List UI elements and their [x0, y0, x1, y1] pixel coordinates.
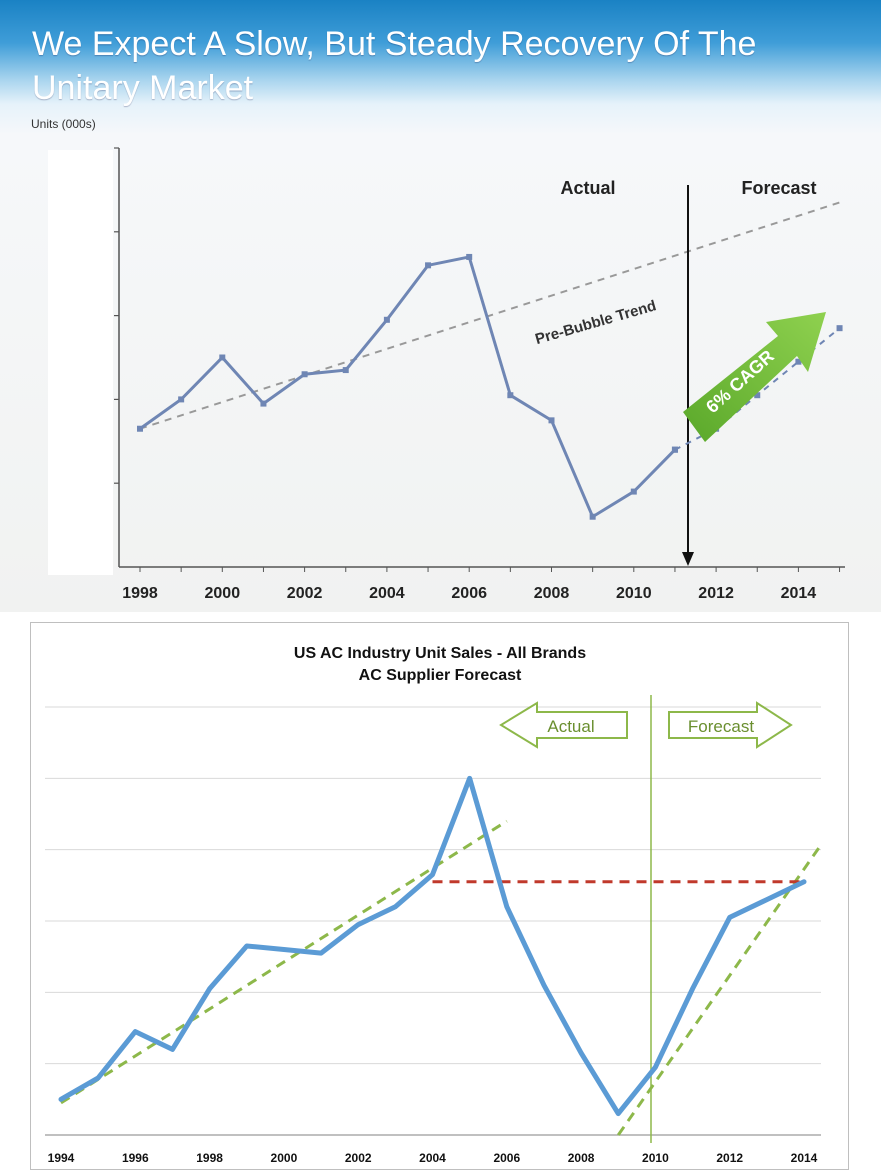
- bottom-actual-arrow-shape: [499, 701, 628, 749]
- bottom-actual-arrow: Actual: [499, 701, 628, 749]
- bottom-forecast-label: Forecast: [688, 717, 754, 736]
- top-series-line-actual: [139, 255, 677, 519]
- top-trend-label: Pre-Bubble Trend: [533, 297, 658, 348]
- top-forecast-label: Forecast: [741, 178, 816, 198]
- top-data-point: [795, 358, 802, 365]
- top-x-tick-label: 2008: [534, 585, 570, 602]
- bottom-x-tick-label: 1998: [196, 1151, 223, 1165]
- top-title-line2: Unitary Market: [32, 69, 254, 107]
- top-plot-white-area: [48, 150, 113, 575]
- bottom-actual-label: Actual: [547, 717, 594, 736]
- bottom-gridlines: [45, 706, 821, 1136]
- bottom-x-tick-label: 1996: [122, 1151, 149, 1165]
- top-x-tick-label: 2004: [369, 585, 405, 602]
- bottom-x-tick-label: 2002: [345, 1151, 372, 1165]
- bottom-x-tick-label: 2012: [716, 1151, 743, 1165]
- top-data-point: [548, 417, 555, 424]
- top-x-tick-label: 2010: [616, 585, 652, 602]
- top-data-point: [219, 354, 226, 361]
- bottom-series-line-trend-1994-2005: [60, 819, 508, 1105]
- top-cagr-arrow-shape: [683, 312, 826, 442]
- top-data-point: [383, 316, 390, 323]
- top-data-point: [630, 488, 637, 495]
- bottom-x-tick-label: 2008: [568, 1151, 595, 1165]
- bottom-x-tick-label: 2006: [493, 1151, 520, 1165]
- top-data-point: [589, 513, 596, 520]
- top-data-point: [301, 371, 308, 378]
- top-chart-title: We Expect A Slow, But Steady Recovery Of…: [32, 22, 872, 110]
- top-chart-panel: We Expect A Slow, But Steady Recovery Of…: [0, 0, 881, 612]
- bottom-chart-svg: US AC Industry Unit Sales - All Brands A…: [45, 645, 824, 1165]
- bottom-series-line-unit-sales: [58, 775, 807, 1117]
- top-x-tick-label: 2012: [698, 585, 734, 602]
- bottom-x-tick-label: 2000: [271, 1151, 298, 1165]
- top-x-tick-label: 2002: [287, 585, 323, 602]
- top-data-point: [671, 446, 678, 453]
- top-x-tick-label: 2000: [205, 585, 241, 602]
- bottom-x-ticks: 1994 1996 1998 2000 2002 2004 2006 2008 2010 2012…: [48, 1151, 818, 1165]
- bottom-x-tick-label: 2004: [419, 1151, 446, 1165]
- top-x-tick-label: 2006: [451, 585, 487, 602]
- top-data-point: [507, 392, 514, 399]
- top-data-point: [836, 325, 843, 332]
- top-chart-svg: 1998 2000 2002 2004 2006 2008 2010 2012 2014 6% …: [114, 147, 845, 602]
- top-series-line-pre-bubble-trend: [139, 201, 840, 430]
- top-data-point: [342, 367, 349, 374]
- bottom-forecast-arrow: Forecast: [668, 701, 793, 749]
- bottom-chart-panel: US AC Industry Unit Sales - All Brands A…: [30, 622, 849, 1170]
- bottom-title-line2: AC Supplier Forecast: [359, 667, 522, 684]
- top-x-tick-label: 1998: [122, 585, 158, 602]
- bottom-title-line1: US AC Industry Unit Sales - All Brands: [294, 645, 586, 662]
- top-data-point: [178, 396, 185, 403]
- top-x-ticks: 1998 2000 2002 2004 2006 2008 2010 2012 2014: [122, 567, 841, 602]
- top-x-tick-label: 2014: [781, 585, 817, 602]
- top-data-point: [260, 400, 267, 407]
- top-actual-label: Actual: [560, 178, 615, 198]
- top-data-point: [425, 262, 432, 269]
- top-data-point: [466, 253, 473, 260]
- bottom-x-tick-label: 2010: [642, 1151, 669, 1165]
- top-trend-layer: [139, 201, 840, 430]
- bottom-x-tick-label: 2014: [791, 1151, 818, 1165]
- top-data-point: [137, 425, 143, 432]
- top-cagr-arrow: 6% CAGR: [683, 312, 826, 442]
- bottom-series-layer: [58, 775, 824, 1136]
- bottom-forecast-arrow-shape: [668, 701, 793, 749]
- top-y-axis-label: Units (000s): [31, 117, 96, 131]
- top-y-ticks: [114, 147, 119, 484]
- bottom-x-tick-label: 1994: [48, 1151, 75, 1165]
- top-data-point: [754, 392, 761, 399]
- top-title-line1: We Expect A Slow, But Steady Recovery Of…: [32, 25, 757, 63]
- top-divider-arrowhead: [682, 552, 694, 566]
